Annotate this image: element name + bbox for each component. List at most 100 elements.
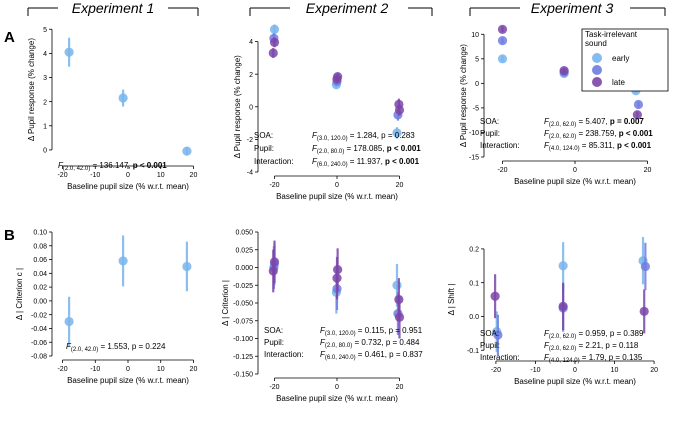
panel-b2: -0.150 -0.125 -0.100 -0.075 -0.050 -0.025 0.00…	[221, 230, 423, 403]
stat-number: = 0.115,	[356, 326, 389, 335]
data-point	[64, 316, 74, 327]
x-tick-label: 10	[157, 172, 165, 179]
x-axis-label: Baseline pupil size (% w.r.t. mean)	[276, 192, 398, 201]
stat-number: = 0.732,	[352, 338, 386, 347]
y-tick-label: -0.075	[233, 318, 253, 325]
stat-p: p = 0.951	[389, 326, 423, 335]
stat-f: F	[312, 157, 318, 166]
stat-df: (4.0, 124.0)	[549, 358, 580, 364]
stat-label: Interaction:	[264, 350, 304, 359]
data-point	[497, 36, 508, 46]
y-tick-label: 5	[43, 27, 47, 34]
y-tick-label: 4	[249, 39, 253, 46]
stat-number: = 238.759,	[576, 129, 618, 138]
y-tick-label: -0.04	[31, 326, 47, 333]
y-tick-label: -2	[247, 137, 253, 144]
y-tick-label: 5	[475, 56, 479, 63]
experiment-2-title: Experiment 2	[306, 0, 389, 16]
y-tick-label: -4	[247, 170, 253, 177]
x-tick-label: -10	[90, 172, 100, 179]
x-tick-label: 0	[126, 172, 130, 179]
stat-value: F(3.0, 120.0) = 1.284, p = 0.283	[312, 131, 415, 142]
y-tick-label: 4	[43, 51, 47, 58]
y-tick-label: 0.04	[33, 271, 47, 278]
y-tick-label: 2	[43, 99, 47, 106]
x-tick-label: 20	[190, 172, 198, 179]
x-tick-label: 10	[611, 367, 619, 374]
stat-df: (6.0, 240.0)	[325, 355, 356, 361]
stat-value: F(2.0, 80.0) = 178.085, p < 0.001	[312, 144, 421, 155]
stat-number: = 1.284,	[348, 131, 382, 140]
data-point	[269, 257, 280, 267]
y-tick-label: 1	[43, 123, 47, 130]
legend-marker	[592, 77, 602, 87]
y-tick-label: 10	[471, 32, 479, 39]
y-axis-label: Δ | Shift |	[447, 284, 456, 316]
stat-p: p = 0.118	[605, 341, 639, 350]
y-tick-label: -0.08	[31, 354, 47, 361]
data-point	[332, 74, 342, 84]
stat-df: (2.0, 62.0)	[549, 122, 576, 128]
data-point	[394, 312, 405, 322]
data-point	[118, 256, 128, 266]
x-tick-label: 0	[573, 167, 577, 174]
data-point	[497, 54, 508, 64]
legend-label: early	[612, 54, 629, 63]
stat-f: F	[320, 326, 326, 335]
stat-p: p < 0.001	[385, 157, 420, 166]
stat-p: p < 0.001	[619, 129, 654, 138]
stat-df: (3.0, 120.0)	[317, 136, 348, 142]
x-tick-label: -20	[57, 366, 67, 373]
y-tick-label: 0.2	[469, 246, 479, 253]
stat-value: F(3.0, 120.0) = 0.115, p = 0.951	[320, 326, 423, 337]
stat-df: (4.0, 124.0)	[549, 146, 580, 152]
data-point	[269, 37, 280, 47]
stat-df: (2.0, 62.0)	[549, 334, 576, 340]
stat-number: = 2.21,	[576, 341, 605, 350]
legend-marker	[592, 53, 602, 63]
y-tick-label: -0.1	[467, 348, 479, 355]
stat-label: Interaction:	[254, 157, 294, 166]
stat-p: p = 0.007	[610, 117, 645, 126]
stat-f: F	[544, 341, 550, 350]
stat-number: = 1.553,	[98, 342, 132, 351]
data-point	[392, 128, 402, 138]
x-tick-label: -20	[269, 384, 279, 391]
stat-df: (2.0, 42.0)	[63, 166, 90, 172]
stat-p: p = 0.135	[609, 353, 643, 362]
stat-df: (2.0, 62.0)	[549, 134, 576, 140]
data-point	[182, 146, 192, 156]
stat-value: F(4.0, 124.0) = 85.311, p < 0.001	[544, 141, 652, 152]
stat-value: F(2.0, 62.0) = 238.759, p < 0.001	[544, 129, 653, 140]
stat-number: = 11.937,	[348, 157, 385, 166]
stat-label: Pupil:	[254, 144, 274, 153]
y-tick-label: -10	[469, 130, 479, 137]
stat-f: F	[544, 353, 550, 362]
stat-p: p < 0.001	[617, 141, 652, 150]
stat-p: p = 0.224	[132, 342, 166, 351]
y-tick-label: 0.000	[235, 265, 253, 272]
y-tick-label: -0.125	[233, 354, 253, 361]
x-tick-label: 10	[157, 366, 165, 373]
x-axis-label: Baseline pupil size (% w.r.t. mean)	[276, 394, 398, 403]
y-axis-label: Δ Pupil response (% change)	[233, 55, 242, 159]
stat-number: = 0.959,	[576, 329, 610, 338]
y-axis-label: Δ Pupil response (% change)	[27, 38, 36, 142]
y-tick-label: 0	[249, 104, 253, 111]
stat-value: F(6.0, 240.0) = 0.461, p = 0.837	[320, 350, 423, 361]
stat-label: SOA:	[480, 329, 499, 338]
row-label-b: B	[4, 227, 15, 244]
legend-marker	[592, 65, 602, 75]
stat-value: F(2.0, 42.0) = 1.553, p = 0.224	[66, 342, 166, 353]
y-tick-label: 0	[43, 148, 47, 155]
data-point	[640, 261, 650, 272]
data-point	[497, 24, 508, 34]
stat-label: Interaction:	[480, 353, 520, 362]
y-tick-label: 0.10	[33, 230, 47, 237]
stat-f: F	[320, 350, 326, 359]
x-tick-label: 20	[396, 384, 404, 391]
data-point	[118, 93, 128, 103]
stat-f: F	[544, 329, 550, 338]
y-tick-label: 0.00	[33, 298, 47, 305]
stat-label: SOA:	[264, 326, 283, 335]
